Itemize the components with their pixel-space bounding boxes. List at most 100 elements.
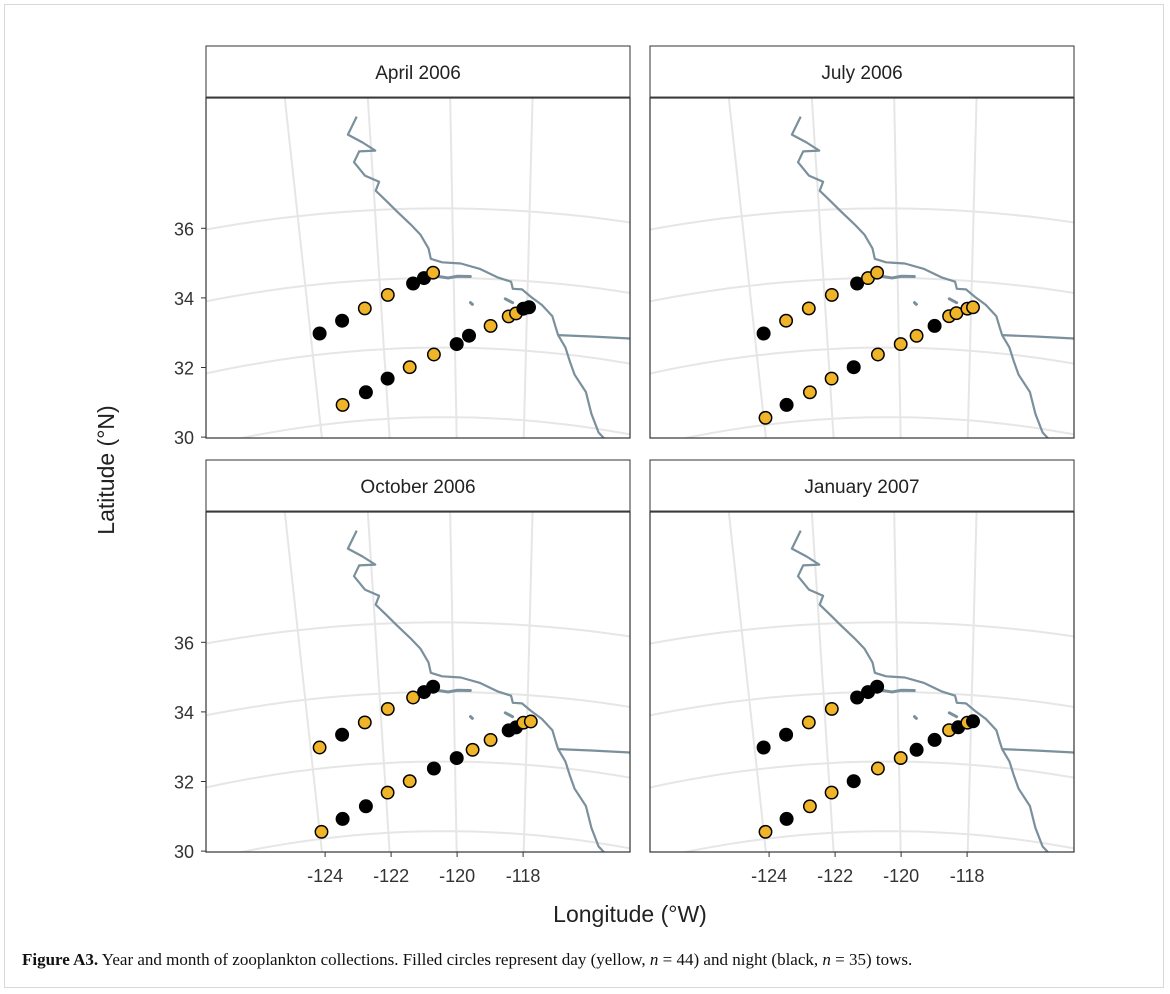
panel-2: July 2006: [649, 45, 1099, 460]
day-tow-point: [824, 785, 839, 800]
day-tow-point: [893, 751, 908, 766]
plot-background: [206, 98, 630, 438]
plot-area: [649, 97, 1099, 460]
island: [879, 688, 916, 694]
panel-border: [205, 97, 631, 439]
island: [503, 711, 515, 719]
plot-area: [649, 511, 1099, 874]
day-tow-point: [779, 313, 794, 328]
plot-area: [205, 511, 631, 853]
caption-label: Figure A3.: [22, 950, 99, 969]
day-tow-point: [357, 301, 372, 316]
day-tow-point: [380, 287, 395, 302]
night-tow-point: [779, 397, 794, 412]
panel-1: April 2006 30 32 34 36: [174, 45, 631, 448]
day-tow-point: [966, 300, 980, 315]
night-tow-point: [449, 337, 464, 352]
border-line: [1002, 748, 1074, 754]
figure-caption: Figure A3. Year and month of zooplankton…: [22, 950, 1152, 970]
night-tow-point: [449, 751, 464, 766]
gulf-coastline: [1088, 808, 1099, 874]
coastline: [346, 530, 606, 852]
caption-n-night-var: n: [822, 950, 831, 969]
y-axis-label: Latitude (°N): [93, 405, 119, 534]
night-tow-point: [927, 318, 942, 333]
y-tick-label: 30: [174, 428, 194, 448]
night-tow-point: [522, 300, 536, 315]
panel-title: October 2006: [360, 477, 475, 498]
gridline-lon: [893, 98, 902, 438]
panel-title: January 2007: [804, 477, 919, 498]
night-tow-point: [846, 360, 861, 375]
day-tow-point: [426, 265, 441, 280]
day-tow-point: [357, 715, 372, 730]
island: [913, 715, 918, 720]
night-tow-point: [850, 276, 865, 291]
gridline-lon: [810, 512, 835, 852]
night-tow-point: [756, 326, 771, 341]
plot-background: [206, 512, 630, 852]
caption-text-2: ) and night (black,: [693, 950, 823, 969]
day-tow-point: [402, 360, 417, 375]
night-tow-point: [756, 740, 771, 755]
border-line: [1002, 334, 1074, 340]
panel-border: [649, 97, 1075, 439]
panel-border: [649, 511, 1075, 853]
border-line: [558, 334, 630, 340]
day-tow-point: [426, 347, 441, 362]
y-tick-label: 34: [174, 703, 194, 723]
night-tow-point: [846, 774, 861, 789]
night-tow-point: [426, 679, 441, 694]
x-tick-label: -124: [751, 866, 787, 886]
day-tow-point: [380, 785, 395, 800]
day-tow-point: [870, 761, 885, 776]
y-tick-label: 30: [174, 842, 194, 862]
x-tick-label: -124: [307, 866, 343, 886]
night-tow-point: [380, 371, 395, 386]
night-tow-point: [358, 799, 373, 814]
coastline: [346, 116, 606, 438]
day-tow-point: [523, 714, 538, 729]
island: [469, 715, 474, 720]
day-tow-point: [893, 337, 908, 352]
island: [435, 274, 472, 280]
y-tick-label: 36: [174, 633, 194, 653]
day-tow-point: [465, 742, 480, 757]
day-tow-point: [483, 732, 498, 747]
panel-strip: [649, 45, 1075, 99]
x-axis-label: Longitude (°W): [553, 901, 707, 927]
day-tow-point: [758, 410, 773, 425]
day-tow-point: [801, 301, 816, 316]
panel-border: [205, 511, 631, 853]
night-tow-point: [335, 811, 350, 826]
gulf-coastline: [1088, 394, 1099, 460]
gridline-lon: [283, 512, 323, 852]
gridline-lon: [727, 512, 767, 852]
x-tick-label: -122: [373, 866, 409, 886]
day-tow-point: [406, 690, 421, 705]
gridline-lon: [522, 512, 534, 852]
caption-text-3: ) tows.: [866, 950, 913, 969]
panel-title: April 2006: [375, 63, 461, 84]
night-tow-point: [927, 732, 942, 747]
night-tow-point: [909, 742, 924, 757]
x-tick-label: -122: [817, 866, 853, 886]
night-tow-point: [335, 313, 350, 328]
night-tow-point: [870, 679, 885, 694]
gridline-lon: [727, 98, 767, 438]
night-tow-point: [779, 727, 794, 742]
day-tow-point: [314, 824, 329, 839]
x-tick-label: -120: [439, 866, 475, 886]
island: [913, 301, 918, 306]
night-tow-point: [850, 690, 865, 705]
day-tow-point: [483, 318, 498, 333]
plot-area: [205, 97, 631, 439]
night-tow-point: [426, 761, 441, 776]
caption-text-1: Year and month of zooplankton collection…: [98, 950, 650, 969]
gridline-lon: [283, 98, 323, 438]
plot-background: [650, 98, 1074, 438]
y-tick-label: 32: [174, 773, 194, 793]
day-tow-point: [758, 824, 773, 839]
gridline-lon: [966, 512, 978, 852]
